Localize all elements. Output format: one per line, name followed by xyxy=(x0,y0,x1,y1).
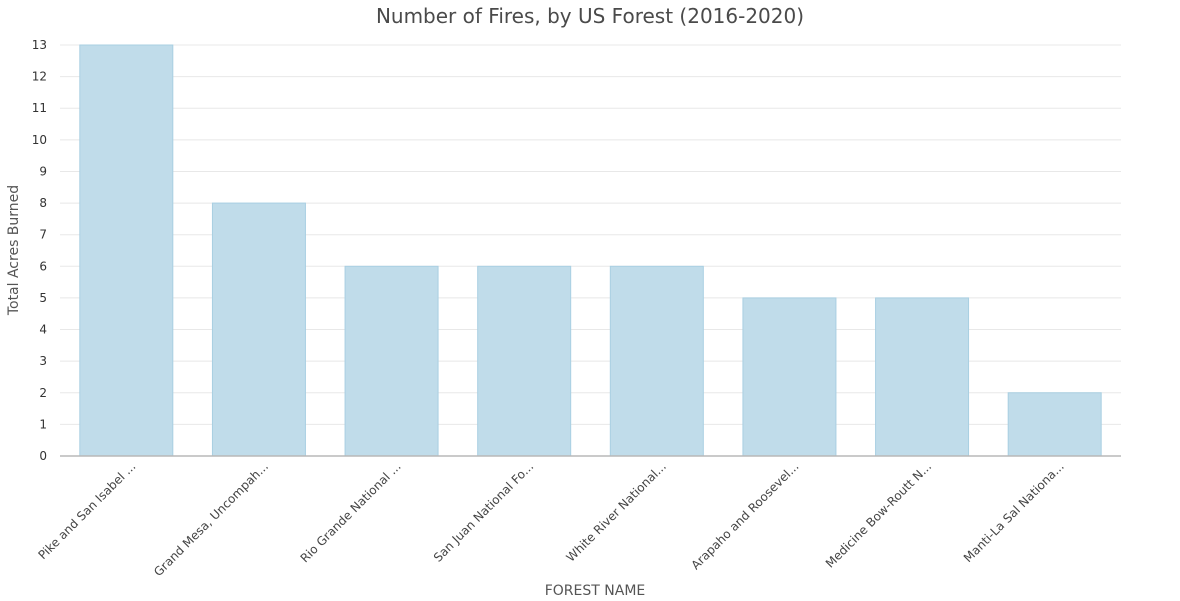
y-tick-label: 4 xyxy=(39,323,47,337)
y-tick-label: 13 xyxy=(32,38,47,52)
bar[interactable] xyxy=(609,265,704,457)
bar[interactable] xyxy=(211,202,306,457)
x-axis-title: FOREST NAME xyxy=(545,583,646,599)
x-tick-label: Medicine Bow-Routt N... xyxy=(823,459,934,570)
y-tick-label: 6 xyxy=(39,259,47,273)
x-tick-label: Arapaho and Roosevel... xyxy=(688,459,801,572)
y-tick-label: 0 xyxy=(39,449,47,463)
y-tick-label: 9 xyxy=(39,164,47,178)
bar[interactable] xyxy=(79,44,174,457)
x-tick-label: White River National... xyxy=(564,459,669,564)
y-tick-label: 1 xyxy=(39,417,47,431)
bar[interactable] xyxy=(344,265,439,457)
bars xyxy=(79,44,1102,457)
x-tick-label: Rio Grande National ... xyxy=(298,459,404,565)
x-tick-label: Grand Mesa, Uncompah... xyxy=(151,459,271,579)
y-tick-label: 3 xyxy=(39,354,47,368)
y-tick-label: 8 xyxy=(39,196,47,210)
y-tick-label: 12 xyxy=(32,70,47,84)
x-tick-label: San Juan National Fo... xyxy=(431,459,536,564)
y-tick-label: 2 xyxy=(39,386,47,400)
y-tick-label: 7 xyxy=(39,228,47,242)
bar[interactable] xyxy=(477,265,572,457)
x-axis-labels: Pike and San Isabel ... Grand Mesa, Uncom… xyxy=(36,459,1067,579)
x-tick-label: Pike and San Isabel ... xyxy=(36,459,139,562)
bar[interactable] xyxy=(742,297,837,457)
x-tick-label: Manti-La Sal Nationa... xyxy=(961,459,1067,565)
y-tick-label: 11 xyxy=(32,101,47,115)
bar[interactable] xyxy=(875,297,970,457)
bar[interactable] xyxy=(1007,392,1102,457)
y-tick-label: 10 xyxy=(32,133,47,147)
y-axis-title: Total Acres Burned xyxy=(6,185,22,316)
y-tick-label: 5 xyxy=(39,291,47,305)
chart-title: Number of Fires, by US Forest (2016-2020… xyxy=(376,4,804,28)
